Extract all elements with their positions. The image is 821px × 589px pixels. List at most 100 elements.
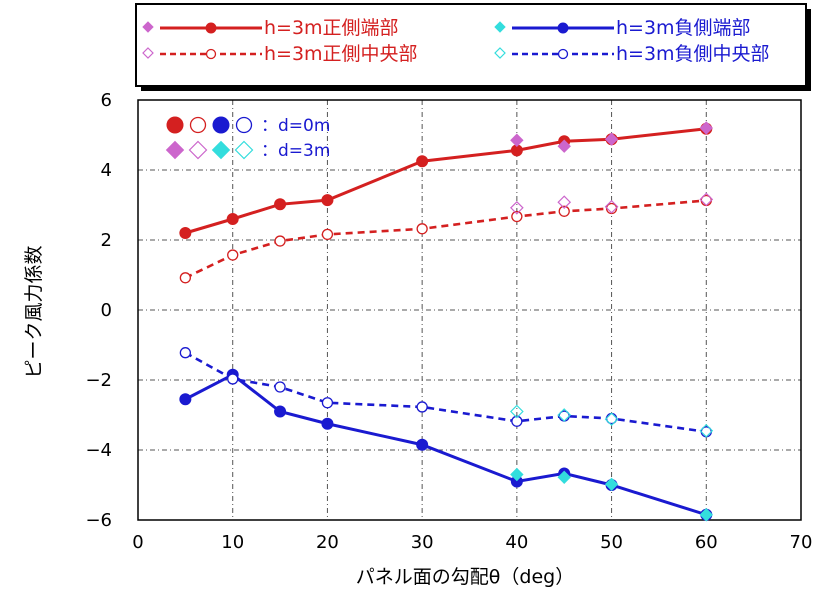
data-point (321, 194, 334, 207)
series-6 (510, 467, 713, 522)
inner-legend-marker (235, 116, 253, 134)
legend-diamond (494, 21, 506, 33)
legend-marker (557, 48, 569, 60)
data-point (510, 404, 524, 419)
data-point (416, 438, 429, 451)
series-5 (510, 192, 714, 215)
data-point (179, 347, 192, 359)
x-tick-label: 70 (790, 532, 813, 553)
plot-border (137, 99, 802, 521)
inner-legend-marker (165, 140, 185, 160)
inner-legend-marker (189, 116, 207, 134)
inner-legend-marker (212, 116, 230, 134)
x-tick-label: 10 (221, 532, 244, 553)
data-point (274, 381, 286, 393)
data-point (558, 205, 570, 217)
series-2 (179, 368, 713, 521)
y-tick-label: −2 (85, 370, 112, 391)
data-point (416, 223, 428, 235)
data-point (557, 408, 572, 422)
legend-frame (135, 3, 807, 87)
data-point (179, 272, 192, 284)
legend-marker (205, 22, 217, 34)
data-point (699, 508, 713, 522)
y-tick-label: 0 (101, 300, 112, 321)
legend-label: h=3m負側端部 (616, 17, 751, 39)
series-line (184, 372, 707, 517)
data-point (510, 133, 524, 147)
series-3 (179, 347, 712, 438)
data-point (699, 192, 714, 207)
data-point (604, 477, 619, 492)
data-point (227, 373, 239, 385)
grid (138, 100, 801, 520)
data-point (179, 393, 192, 406)
data-point (274, 235, 286, 247)
legend-entry: h=3m正側中央部 (142, 43, 418, 65)
data-point (227, 249, 239, 261)
data-point (321, 397, 334, 409)
data-point (699, 423, 714, 438)
data-point (274, 405, 287, 418)
data-point (416, 401, 428, 413)
legend-marker (205, 48, 217, 60)
y-tick-label: 6 (101, 90, 112, 111)
x-tick-label: 60 (695, 532, 718, 553)
data-point (604, 132, 619, 146)
series-4 (510, 121, 713, 153)
inner-legend-marker (211, 140, 231, 160)
x-tick-label: 20 (316, 532, 339, 553)
y-tick-label: −4 (85, 440, 112, 461)
inner-legend-marker (166, 116, 184, 134)
inner-legend-row: ：d=3m (165, 140, 330, 161)
series-1 (179, 194, 712, 284)
data-point (274, 198, 287, 211)
legend-label: h=3m正側中央部 (264, 43, 418, 65)
x-tick-labels: 0 10 20 30 40 50 60 70 (132, 532, 812, 553)
legend-entry: h=3m負側端部 (494, 17, 751, 39)
inner-legend-marker (188, 140, 208, 160)
x-tick-label: 0 (132, 532, 143, 553)
plot-frame (137, 99, 802, 521)
legend-box: h=3m正側端部 h=3m負側端部 h=3m正側中央部 h=3m負側中央部 (135, 3, 811, 91)
data-point (604, 199, 619, 214)
legend-label: h=3m正側端部 (264, 17, 399, 39)
data-point (511, 210, 523, 223)
series-line (184, 199, 707, 279)
data-point (416, 155, 429, 168)
data-point (699, 121, 713, 135)
y-tick-label: 2 (101, 230, 112, 251)
series-line (184, 351, 707, 434)
data-point (557, 195, 572, 210)
y-tick-label: −6 (85, 510, 112, 531)
inner-legend-row: ：d=0m (166, 116, 330, 136)
inner-legend-marker (234, 140, 254, 160)
series-layer (179, 121, 714, 522)
legend-entry: h=3m負側中央部 (494, 43, 770, 65)
legend-diamond (142, 21, 154, 33)
series-7 (510, 404, 714, 438)
data-point (604, 412, 619, 427)
legend-marker (557, 22, 569, 34)
legend-diamond (142, 47, 154, 59)
data-point (510, 200, 524, 215)
data-point (321, 228, 334, 241)
data-point (557, 470, 571, 485)
legend-entry: h=3m正側端部 (142, 17, 399, 39)
legend-label: h=3m負側中央部 (616, 43, 770, 65)
data-point (510, 467, 524, 482)
inner-legend-label: ：d=0m (261, 116, 330, 136)
data-point (557, 139, 571, 153)
y-tick-labels: −6 −4 −2 0 2 4 6 (85, 90, 112, 531)
data-point (321, 417, 334, 430)
legend-diamond (494, 47, 506, 59)
x-tick-label: 40 (505, 532, 528, 553)
x-tick-label: 50 (600, 532, 623, 553)
y-axis-label: ピーク風力係数 (23, 245, 45, 378)
data-point (511, 415, 523, 427)
series-0 (179, 122, 713, 239)
inner-legend-label: ：d=3m (261, 141, 330, 161)
data-point (179, 227, 192, 239)
x-axis-label: パネル面の勾配θ（deg） (356, 566, 574, 588)
